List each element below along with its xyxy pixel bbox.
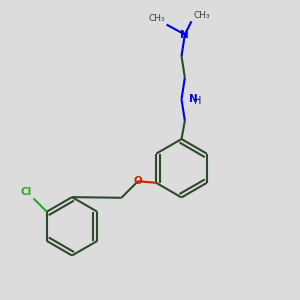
Text: CH₃: CH₃ bbox=[148, 14, 165, 23]
Text: N: N bbox=[181, 29, 189, 40]
Text: N: N bbox=[189, 94, 198, 103]
Text: CH₃: CH₃ bbox=[193, 11, 210, 20]
Text: O: O bbox=[134, 176, 142, 186]
Text: H: H bbox=[194, 96, 202, 106]
Text: Cl: Cl bbox=[21, 187, 32, 197]
